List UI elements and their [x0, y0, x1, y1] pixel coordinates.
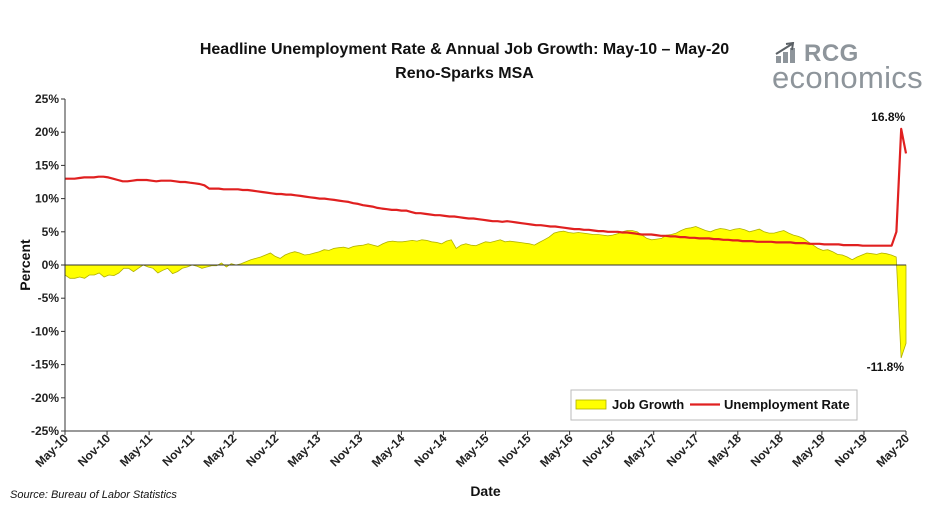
chart-subtitle: Reno-Sparks MSA — [395, 65, 534, 82]
y-tick-label: -15% — [31, 358, 59, 372]
x-tick-label: Nov-17 — [664, 431, 702, 469]
unemployment-rate-line — [65, 127, 908, 247]
x-tick-label: Nov-18 — [748, 431, 786, 469]
y-tick-label: 25% — [35, 92, 59, 106]
y-tick-label: -20% — [31, 391, 59, 405]
rising-arrow-icon — [775, 42, 795, 63]
x-tick-label: Nov-12 — [243, 431, 281, 469]
legend-label-job-growth: Job Growth — [612, 397, 684, 412]
chart-title-line1: Headline Unemployment Rate & Annual Job … — [199, 41, 730, 58]
x-tick-label: Nov-10 — [75, 431, 113, 469]
rcg-economics-logo: RCG economics — [770, 38, 923, 95]
x-axis-title: Date — [470, 483, 501, 499]
legend: Job Growth Unemployment Rate — [570, 389, 858, 421]
x-tick-label: Nov-16 — [580, 431, 618, 469]
logo-rcg-text: RCG — [804, 40, 859, 67]
x-tick-label: May-11 — [117, 431, 155, 469]
x-tick-label: May-13 — [285, 431, 324, 470]
y-tick-label: -25% — [31, 424, 59, 438]
y-axis-title: Percent — [17, 239, 33, 291]
y-tick-label: 15% — [35, 158, 59, 172]
unemployment-peak-callout: 16.8% — [871, 110, 905, 124]
y-tick-label: 20% — [35, 125, 59, 139]
legend-label-unemployment: Unemployment Rate — [724, 397, 850, 412]
chart-title: Headline Unemployment Rate & Annual Job … — [0, 38, 929, 86]
x-tick-label: May-12 — [201, 431, 240, 470]
plot-area: -25% -20% -15% -10% -5% 0% 5% 10% 15% 20% 25% May-1… — [17, 92, 912, 499]
y-tick-label: -10% — [31, 324, 59, 338]
job-growth-trough-callout: -11.8% — [867, 360, 905, 374]
y-tick-label: 0% — [42, 258, 60, 272]
x-tick-label: May-18 — [705, 431, 744, 470]
job-growth-area — [64, 226, 907, 359]
source-note: Source: Bureau of Labor Statistics — [10, 489, 177, 501]
legend-swatch-job-growth — [575, 399, 607, 410]
x-tick-label: May-16 — [537, 431, 576, 470]
x-tick-label: May-19 — [789, 431, 828, 470]
y-tick-label: -5% — [38, 291, 60, 305]
x-tick-label: Nov-13 — [327, 431, 365, 469]
x-tick-label: Nov-15 — [495, 431, 533, 469]
x-tick-label: Nov-11 — [160, 431, 198, 469]
y-tick-label: 5% — [42, 225, 60, 239]
x-tick-label: May-17 — [621, 431, 660, 470]
x-tick-label: May-15 — [453, 431, 492, 470]
x-tick-label: Nov-14 — [411, 431, 449, 469]
x-tick-label: May-14 — [369, 431, 408, 470]
x-tick-label: May-20 — [873, 431, 912, 470]
y-tick-label: 10% — [35, 192, 59, 206]
x-tick-label: Nov-19 — [832, 431, 870, 469]
logo-economics-text: economics — [772, 60, 923, 95]
